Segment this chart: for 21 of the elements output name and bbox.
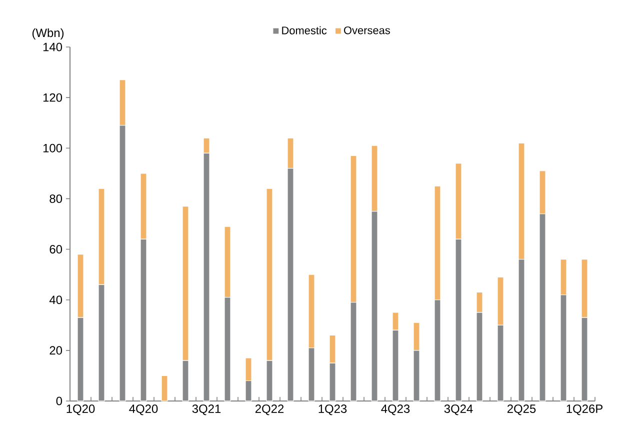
x-tick-label: 3Q21 [192, 404, 221, 416]
y-tick-label: 80 [50, 194, 62, 203]
x-tick-label: 1Q26P [566, 404, 602, 416]
y-axis-title: (Wbn) [32, 28, 64, 40]
y-tick-label: 0 [56, 396, 62, 406]
y-tick-label: 100 [43, 144, 62, 152]
x-tick-label: 1Q20 [66, 404, 95, 416]
x-tick-label: 2Q25 [507, 404, 536, 416]
y-tick-label: 120 [43, 93, 62, 102]
x-tick-label: 1Q23 [318, 404, 347, 416]
y-tick-label: 40 [49, 296, 62, 304]
y-tick-label: 60 [50, 245, 62, 254]
y-tick-label: 140 [43, 42, 62, 52]
y-tick-label: 20 [50, 346, 62, 355]
legend-label: Domestic [282, 26, 327, 34]
x-tick-label: 3Q24 [444, 404, 473, 416]
x-tick-label: 2Q22 [255, 404, 284, 416]
legend-label: Overseas [344, 26, 390, 34]
x-tick-label: 4Q20 [129, 404, 158, 416]
x-tick-label: 4Q23 [381, 404, 410, 416]
bar [161, 375, 168, 402]
